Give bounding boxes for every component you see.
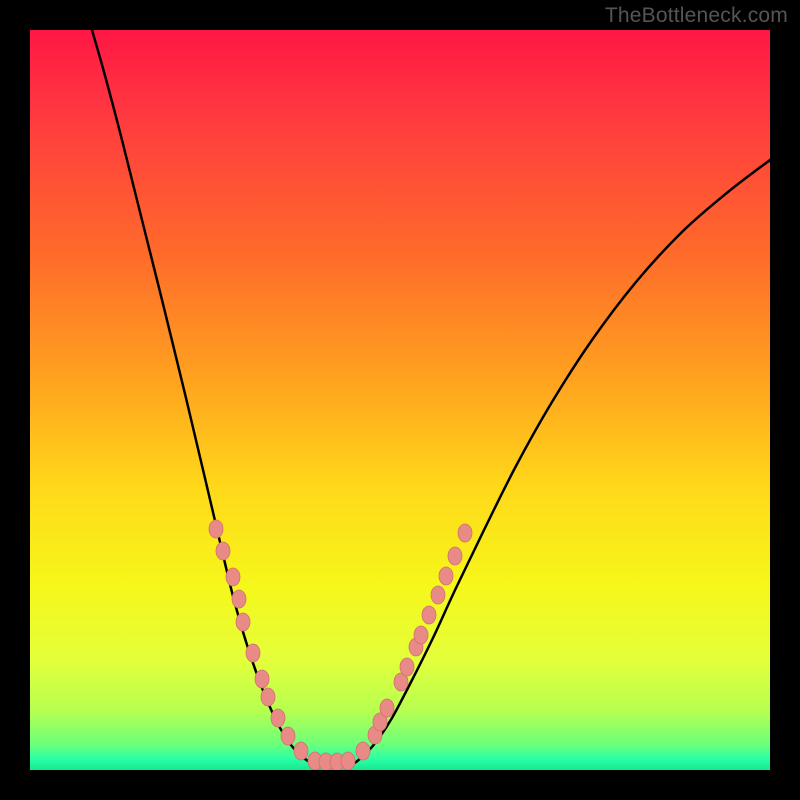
data-marker bbox=[431, 586, 445, 604]
watermark-text: TheBottleneck.com bbox=[605, 4, 788, 28]
data-marker bbox=[422, 606, 436, 624]
data-marker bbox=[439, 567, 453, 585]
data-marker bbox=[271, 709, 285, 727]
data-marker bbox=[209, 520, 223, 538]
data-marker bbox=[356, 742, 370, 760]
data-marker bbox=[281, 727, 295, 745]
data-marker bbox=[400, 658, 414, 676]
data-marker bbox=[261, 688, 275, 706]
data-marker bbox=[216, 542, 230, 560]
gradient-background bbox=[30, 30, 770, 770]
data-marker bbox=[341, 752, 355, 770]
data-marker bbox=[246, 644, 260, 662]
data-marker bbox=[414, 626, 428, 644]
data-marker bbox=[226, 568, 240, 586]
plot-area bbox=[30, 30, 770, 770]
data-marker bbox=[458, 524, 472, 542]
data-marker bbox=[448, 547, 462, 565]
chart-svg bbox=[30, 30, 770, 770]
data-marker bbox=[294, 742, 308, 760]
data-marker bbox=[255, 670, 269, 688]
data-marker bbox=[380, 699, 394, 717]
data-marker bbox=[236, 613, 250, 631]
outer-frame: TheBottleneck.com bbox=[0, 0, 800, 800]
data-marker bbox=[232, 590, 246, 608]
